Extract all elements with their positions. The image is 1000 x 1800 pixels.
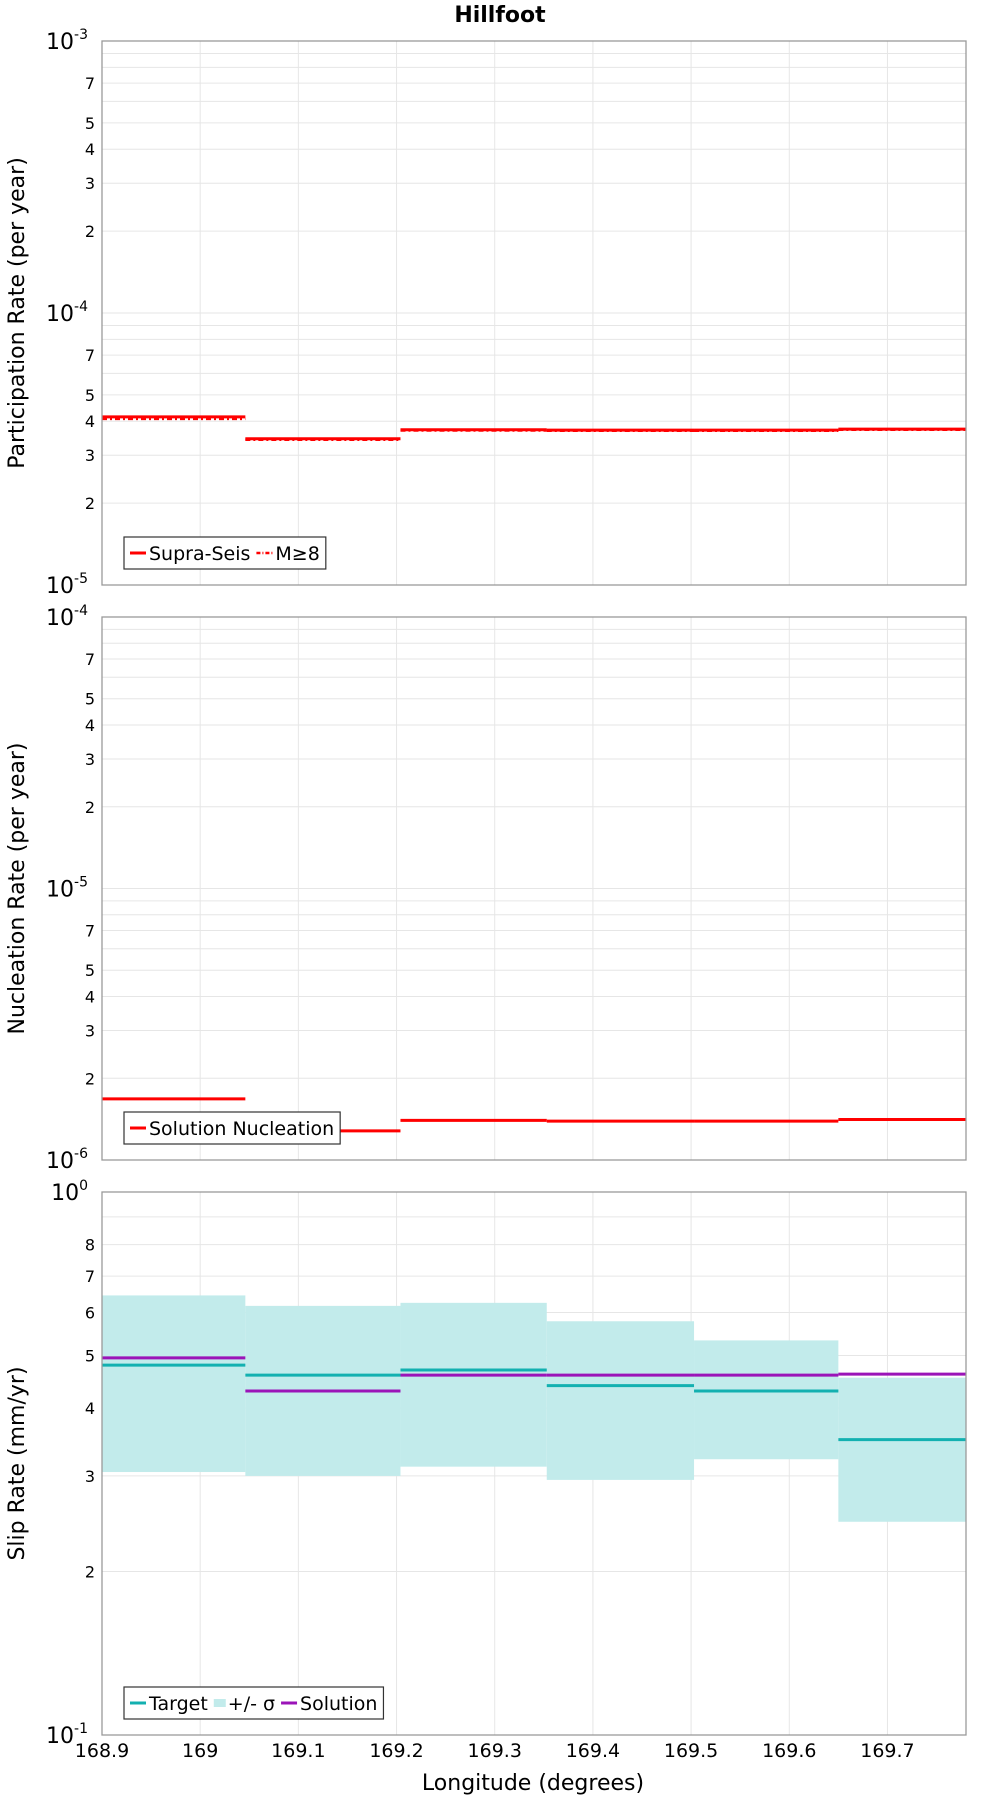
y-tick-label: 2 [85, 1563, 95, 1582]
chart-title: Hillfoot [454, 3, 546, 28]
y-tick-label: 7 [85, 74, 95, 93]
x-tick-label: 169.1 [271, 1740, 325, 1762]
legend-label: Supra-Seis [149, 543, 250, 565]
band-3 [546, 1321, 695, 1480]
legend-frame [123, 1111, 341, 1145]
x-tick-label: 169.5 [664, 1740, 718, 1762]
y-tick-label: 10-5 [46, 571, 88, 599]
x-tick-label: 169.7 [860, 1740, 914, 1762]
y-tick-label: 10-4 [46, 603, 88, 631]
panel-participation: 7 5 4 3 2 7 5 4 3 2 10-3 10-4 10-5 Participation Rat… [5, 27, 967, 599]
legend-label: +/- σ [228, 1693, 275, 1715]
y-tick-label: 5 [85, 690, 95, 709]
y-tick-label: 7 [85, 650, 95, 669]
x-tick-label: 168.9 [75, 1740, 129, 1762]
y-tick-label: 10-1 [46, 1721, 88, 1749]
y-tick-label: 2 [85, 1069, 95, 1088]
y-tick-label: 10-3 [46, 27, 88, 55]
y-tick-label: 3 [85, 174, 95, 193]
band-0 [102, 1295, 246, 1473]
band-5 [838, 1377, 966, 1522]
y-tick-label: 10-5 [46, 875, 88, 903]
legend: Solution Nucleation [123, 1111, 341, 1145]
legend-frame [123, 536, 327, 570]
x-tick-label: 169.6 [762, 1740, 816, 1762]
y-tick-label: 5 [85, 1346, 95, 1365]
legend-swatch [213, 1699, 226, 1707]
legend-label: Solution Nucleation [149, 1118, 334, 1140]
legend-frame [123, 1686, 385, 1720]
y-tick-label: 3 [85, 1021, 95, 1040]
x-tick-label: 169.3 [468, 1740, 522, 1762]
y-tick-label: 10-6 [46, 1146, 88, 1174]
legend-label: Target [148, 1693, 208, 1715]
plot-frame [101, 40, 967, 586]
y-tick-label: 100 [51, 1178, 88, 1206]
x-axis-label: Longitude (degrees) [422, 1771, 644, 1796]
y-tick-label: 4 [85, 140, 95, 159]
y-tick-label: 5 [85, 386, 95, 405]
plot-frame [101, 616, 967, 1161]
y-tick-label: 4 [85, 716, 95, 735]
y-tick-label: 3 [85, 1467, 95, 1486]
y-tick-label: 4 [85, 1399, 95, 1418]
x-tick-label: 169 [182, 1740, 218, 1762]
legend: Supra-Seis M≥8 [123, 536, 327, 570]
y-tick-label: 4 [85, 988, 95, 1007]
legend-label: Solution [300, 1693, 377, 1715]
y-tick-label: 7 [85, 1267, 95, 1286]
y-tick-label: 2 [85, 494, 95, 513]
y-tick-label: 7 [85, 922, 95, 941]
plot-frame [101, 1191, 967, 1736]
x-tick-label: 169.2 [369, 1740, 423, 1762]
y-tick-label: 6 [85, 1303, 95, 1322]
y-tick-label: 3 [85, 750, 95, 769]
x-axis: 168.9 169 169.1 169.2 169.3 169.4 169.5 169.6 16… [75, 1740, 915, 1762]
y-tick-label: 8 [85, 1236, 95, 1255]
y-tick-label: 7 [85, 346, 95, 365]
legend: Target +/- σ Solution [123, 1686, 385, 1720]
legend-label: M≥8 [275, 543, 319, 565]
y-axis-label: Participation Rate (per year) [5, 157, 30, 469]
y-tick-label: 10-4 [46, 299, 88, 327]
y-tick-label: 3 [85, 446, 95, 465]
panel-slip-rate: 8 7 6 5 4 3 2 100 10-1 Slip Rate (mm/yr) Target +… [5, 1178, 967, 1749]
y-axis-label: Slip Rate (mm/yr) [5, 1366, 30, 1560]
y-tick-label: 2 [85, 798, 95, 817]
band-4 [694, 1340, 839, 1460]
panel-nucleation: 7 5 4 3 2 7 5 4 3 2 10-4 10-5 10-6 Nucleation Rate (… [5, 603, 967, 1174]
x-tick-label: 169.4 [566, 1740, 620, 1762]
y-tick-label: 5 [85, 961, 95, 980]
y-tick-label: 4 [85, 412, 95, 431]
band-2 [400, 1302, 547, 1467]
y-tick-label: 5 [85, 114, 95, 133]
y-tick-label: 2 [85, 222, 95, 241]
y-axis-label: Nucleation Rate (per year) [5, 743, 30, 1035]
